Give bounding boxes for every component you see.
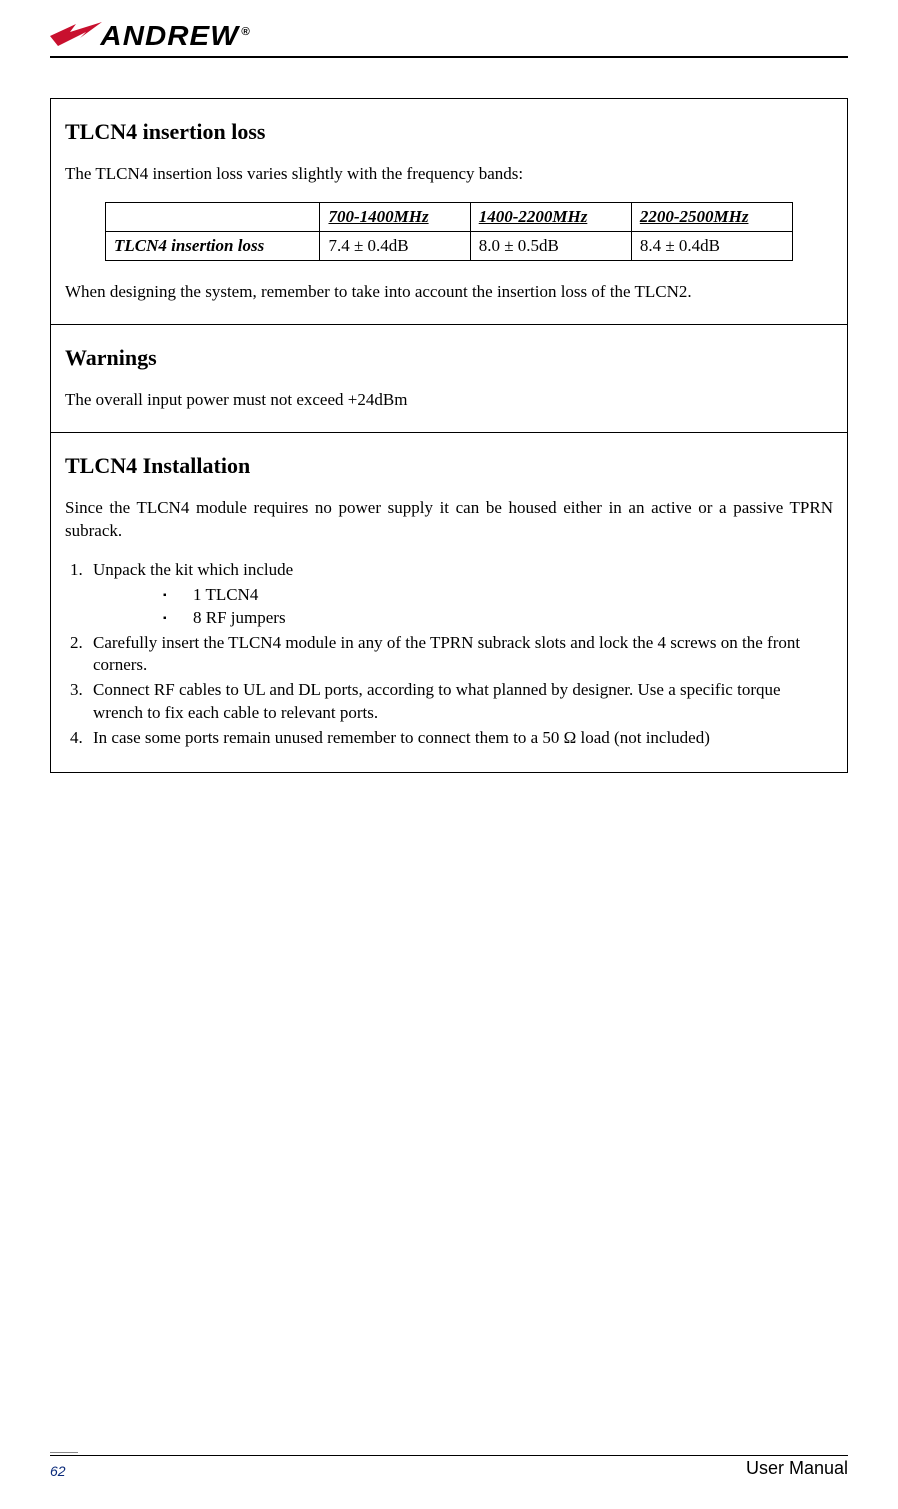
step-3: Connect RF cables to UL and DL ports, ac… xyxy=(87,679,833,725)
page-footer: 62 User Manual xyxy=(50,1455,848,1479)
installation-title: TLCN4 Installation xyxy=(65,453,833,479)
footer-short-rule xyxy=(50,1452,78,1453)
insertion-loss-title: TLCN4 insertion loss xyxy=(65,119,833,145)
section-installation: TLCN4 Installation Since the TLCN4 modul… xyxy=(51,433,847,772)
logo-trademark: ® xyxy=(241,26,251,38)
col-1400-2200: 1400-2200MHz xyxy=(470,202,631,231)
val-700-1400: 7.4 ± 0.4dB xyxy=(320,231,470,260)
val-2200-2500: 8.4 ± 0.4dB xyxy=(631,231,792,260)
val-1400-2200: 8.0 ± 0.5dB xyxy=(470,231,631,260)
page-number: 62 xyxy=(50,1463,66,1479)
table-header-row: 700-1400MHz 1400-2200MHz 2200-2500MHz xyxy=(106,202,793,231)
logo-mark-icon xyxy=(50,20,102,52)
col-2200-2500: 2200-2500MHz xyxy=(631,202,792,231)
col-700-1400: 700-1400MHz xyxy=(320,202,470,231)
step-1-items: 1 TLCN4 8 RF jumpers xyxy=(163,584,833,630)
page-header: ANDREW® xyxy=(50,20,848,58)
step-2: Carefully insert the TLCN4 module in any… xyxy=(87,632,833,678)
warnings-title: Warnings xyxy=(65,345,833,371)
logo-text: ANDREW® xyxy=(100,20,250,52)
warnings-text: The overall input power must not exceed … xyxy=(65,389,833,412)
step-1: Unpack the kit which include 1 TLCN4 8 R… xyxy=(87,559,833,630)
section-insertion-loss: TLCN4 insertion loss The TLCN4 insertion… xyxy=(51,99,847,325)
page: ANDREW® TLCN4 insertion loss The TLCN4 i… xyxy=(0,0,898,1509)
kit-item-jumpers: 8 RF jumpers xyxy=(163,607,833,630)
section-warnings: Warnings The overall input power must no… xyxy=(51,325,847,433)
brand-logo: ANDREW® xyxy=(50,20,848,52)
insertion-loss-table: 700-1400MHz 1400-2200MHz 2200-2500MHz TL… xyxy=(105,202,793,261)
content-box: TLCN4 insertion loss The TLCN4 insertion… xyxy=(50,98,848,773)
row-label: TLCN4 insertion loss xyxy=(106,231,320,260)
installation-steps: Unpack the kit which include 1 TLCN4 8 R… xyxy=(65,559,833,751)
insertion-loss-note: When designing the system, remember to t… xyxy=(65,281,833,304)
step-4: In case some ports remain unused remembe… xyxy=(87,727,833,750)
logo-text-label: ANDREW xyxy=(100,20,239,51)
installation-intro: Since the TLCN4 module requires no power… xyxy=(65,497,833,543)
footer-doc-title: User Manual xyxy=(746,1458,848,1479)
table-row: TLCN4 insertion loss 7.4 ± 0.4dB 8.0 ± 0… xyxy=(106,231,793,260)
kit-item-tlcn4: 1 TLCN4 xyxy=(163,584,833,607)
table-corner-cell xyxy=(106,202,320,231)
insertion-loss-intro: The TLCN4 insertion loss varies slightly… xyxy=(65,163,833,186)
step-1-text: Unpack the kit which include xyxy=(93,560,293,579)
